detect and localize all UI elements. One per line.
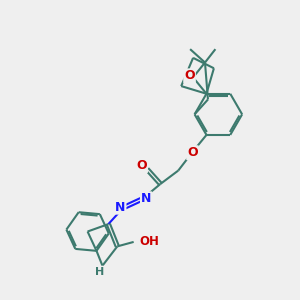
Text: O: O <box>136 159 147 172</box>
Text: O: O <box>184 69 195 82</box>
Text: N: N <box>141 192 151 205</box>
Text: N: N <box>115 201 125 214</box>
Text: O: O <box>187 146 198 159</box>
Text: OH: OH <box>140 235 160 248</box>
Text: H: H <box>95 267 105 277</box>
